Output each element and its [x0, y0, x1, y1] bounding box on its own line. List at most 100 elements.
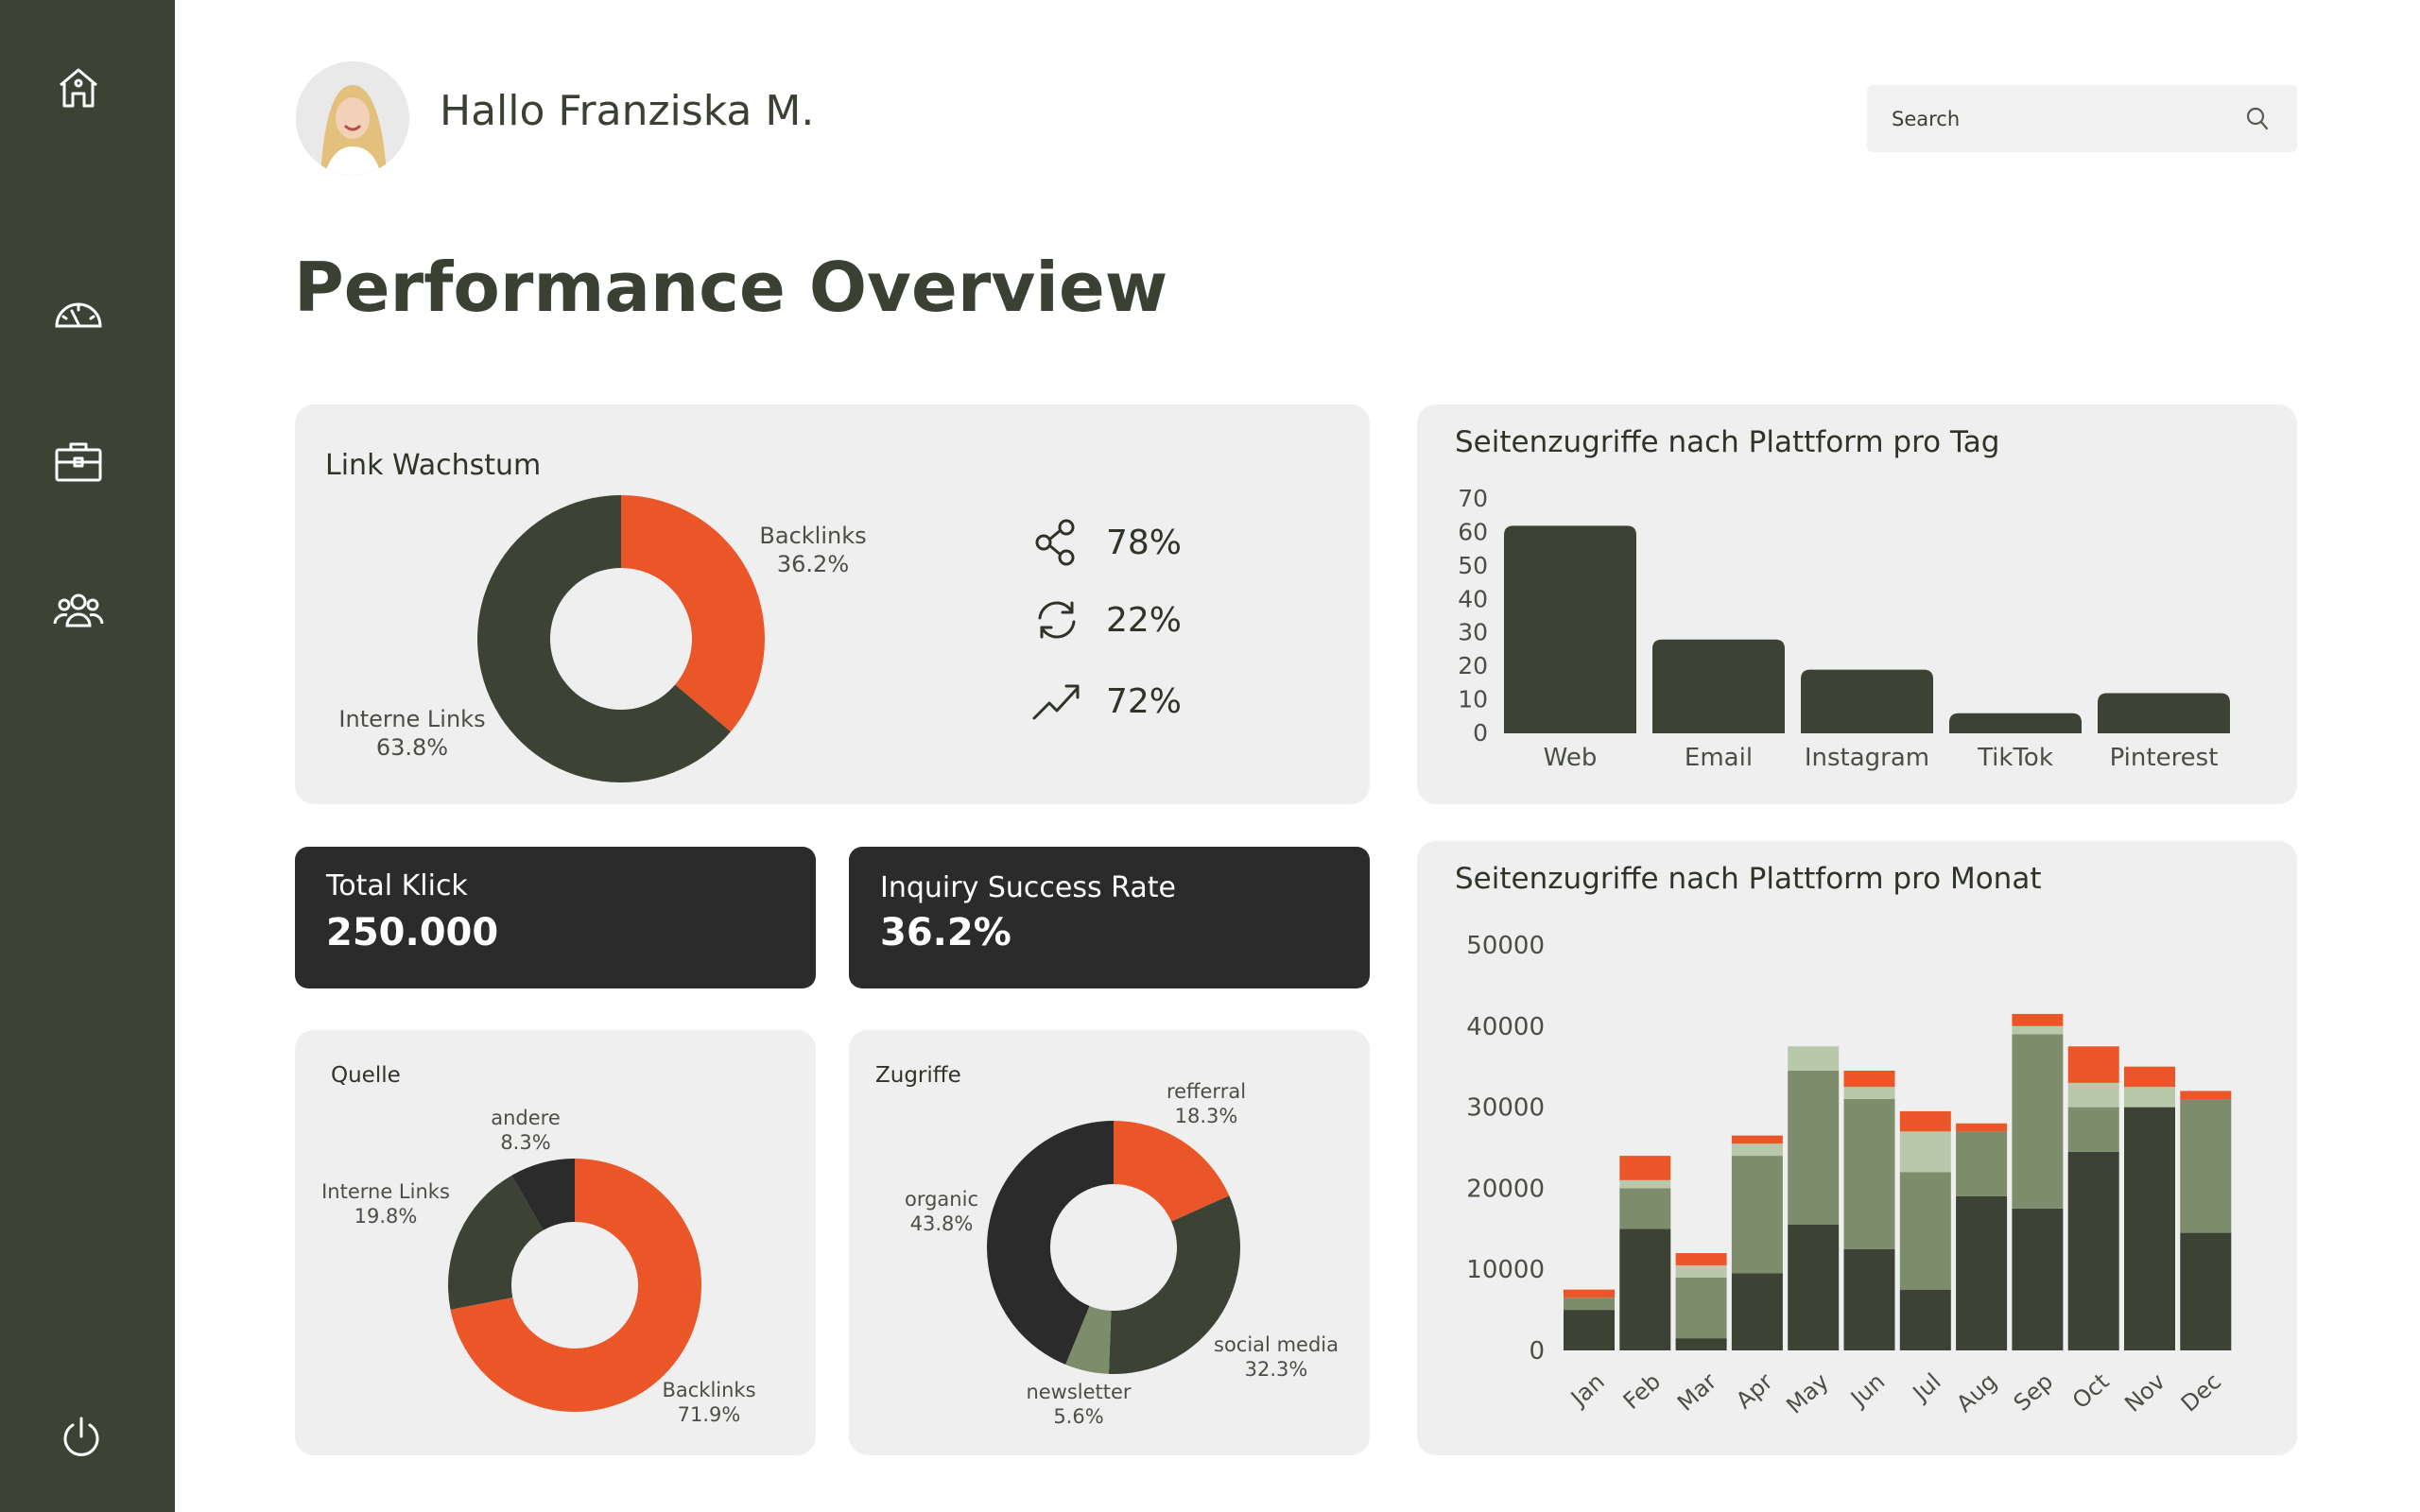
daily-platform-card: Seitenzugriffe nach Plattform pro Tag 0 1… — [1417, 404, 2297, 804]
x-tick-label: Nov — [2119, 1368, 2170, 1418]
monthly-chart-title: Seitenzugriffe nach Plattform pro Monat — [1455, 862, 2042, 896]
y-tick-label: 50 — [1458, 552, 1488, 579]
source-title: Quelle — [331, 1063, 401, 1088]
source-internal-label: Interne Links 19.8% — [321, 1180, 450, 1228]
link-growth-donut — [477, 495, 765, 782]
daily-chart-title: Seitenzugriffe nach Plattform pro Tag — [1455, 425, 2000, 459]
stacked-bar-segment — [2180, 1232, 2232, 1350]
stacked-bar-segment — [1619, 1188, 1671, 1229]
stacked-bar-segment — [2180, 1091, 2232, 1100]
stacked-bar-segment — [1899, 1131, 1951, 1173]
monthly-platform-card: Seitenzugriffe nach Plattform pro Monat … — [1417, 841, 2297, 1455]
stacked-bar-segment — [1899, 1289, 1951, 1350]
stacked-bar-segment — [2012, 1025, 2064, 1035]
x-tick-label: Apr — [1731, 1368, 1778, 1415]
stat-share: 78% — [1030, 514, 1182, 571]
backlinks-label: Backlinks 36.2% — [759, 523, 867, 577]
x-tick-label: Feb — [1618, 1368, 1666, 1415]
y-tick-label: 60 — [1458, 518, 1488, 545]
x-tick-label: Instagram — [1805, 744, 1929, 772]
x-tick-label: Mar — [1672, 1368, 1721, 1417]
stacked-bar-segment — [2067, 1107, 2119, 1152]
stacked-bar-segment — [1956, 1195, 2008, 1350]
stacked-bar-segment — [2124, 1066, 2175, 1088]
total-clicks-value: 250.000 — [326, 911, 499, 954]
stacked-bar-segment — [1956, 1131, 2008, 1196]
x-tick-label: Jul — [1907, 1368, 1946, 1408]
page-title: Performance Overview — [294, 248, 1168, 327]
stacked-bar-segment — [1843, 1087, 1895, 1100]
stacked-bar-segment — [2124, 1107, 2175, 1350]
inquiry-rate-label: Inquiry Success Rate — [880, 871, 1176, 904]
x-tick-label: Email — [1685, 744, 1753, 772]
stacked-bar-segment — [1564, 1310, 1615, 1350]
refresh-icon — [1030, 593, 1083, 646]
users-group-icon[interactable] — [47, 579, 110, 642]
y-tick-label: 0 — [1473, 719, 1488, 747]
x-tick-label: Dec — [2176, 1368, 2226, 1418]
stacked-bar-segment — [1788, 1225, 1840, 1350]
stacked-bar-segment — [1675, 1338, 1727, 1350]
stacked-bar-segment — [2012, 1208, 2064, 1350]
source-slice — [450, 1159, 701, 1412]
x-tick-label: Sep — [2009, 1368, 2058, 1417]
access-title: Zugriffe — [875, 1063, 961, 1088]
stacked-bar-segment — [1731, 1143, 1783, 1157]
stacked-bar-segment — [1564, 1289, 1615, 1298]
internal-links-label: Interne Links 63.8% — [338, 706, 486, 761]
stacked-bar-segment — [1619, 1228, 1671, 1350]
stacked-bar-segment — [1843, 1248, 1895, 1350]
stacked-bar-segment — [1675, 1253, 1727, 1265]
access-slice — [1108, 1195, 1240, 1374]
greeting-title: Hallo Franziska M. — [440, 87, 815, 135]
dashboard-gauge-icon[interactable] — [47, 280, 110, 342]
search-icon[interactable] — [2242, 104, 2273, 134]
access-donut — [987, 1121, 1240, 1374]
x-tick-label: Pinterest — [2110, 744, 2219, 772]
access-slice — [1114, 1121, 1230, 1222]
access-newsletter-label: newsletter 5.6% — [1026, 1381, 1132, 1429]
home-icon[interactable] — [47, 57, 110, 119]
trend-up-icon — [1030, 675, 1083, 728]
daily-platform-chart: 0 10 20 30 40 50 60 70 Web Email Instagram TikTok Pi… — [1458, 485, 2230, 772]
monthly-platform-chart: 0 10000 20000 30000 40000 50000 Jan Feb Mar Apr Ma… — [1466, 932, 2232, 1419]
link-growth-slice — [621, 495, 765, 732]
x-tick-label: Jan — [1564, 1368, 1610, 1413]
total-clicks-label: Total Klick — [326, 869, 468, 902]
y-tick-label: 10000 — [1466, 1256, 1545, 1284]
total-clicks-card: Total Klick 250.000 — [295, 847, 816, 988]
bar — [2098, 693, 2230, 733]
link-growth-slice — [477, 495, 731, 782]
stacked-bar-segment — [1619, 1179, 1671, 1189]
search-input[interactable] — [1892, 102, 2232, 136]
access-slice — [987, 1121, 1114, 1365]
search-box — [1867, 85, 2297, 152]
y-tick-label: 10 — [1458, 686, 1488, 713]
source-other-label: andere 8.3% — [491, 1107, 561, 1155]
stacked-bar-segment — [1788, 1070, 1840, 1226]
link-growth-title: Link Wachstum — [325, 449, 542, 482]
x-tick-label: Oct — [2067, 1368, 2115, 1415]
y-tick-label: 30000 — [1466, 1094, 1545, 1123]
source-slice — [448, 1175, 544, 1310]
y-tick-label: 20 — [1458, 652, 1488, 679]
stacked-bar-segment — [1899, 1110, 1951, 1132]
access-referral-label: refferral 18.3% — [1166, 1080, 1247, 1128]
briefcase-icon[interactable] — [47, 430, 110, 492]
stacked-bar-segment — [1731, 1273, 1783, 1350]
x-tick-label: Web — [1544, 744, 1598, 772]
access-organic-label: organic 43.8% — [904, 1188, 979, 1236]
bar — [1652, 639, 1785, 733]
x-tick-label: Aug — [1951, 1368, 2002, 1418]
stacked-bar-segment — [2124, 1087, 2175, 1108]
stacked-bar-segment — [1843, 1099, 1895, 1249]
access-slice — [1065, 1305, 1112, 1374]
link-growth-card: Link Wachstum Backlinks 36.2% Interne Lin… — [295, 404, 1370, 804]
source-donut — [448, 1159, 701, 1412]
bar — [1504, 525, 1636, 733]
stacked-bar-segment — [1899, 1172, 1951, 1290]
y-tick-label: 40 — [1458, 585, 1488, 612]
avatar[interactable] — [296, 61, 409, 175]
power-icon[interactable] — [50, 1406, 112, 1469]
y-tick-label: 40000 — [1466, 1013, 1545, 1041]
